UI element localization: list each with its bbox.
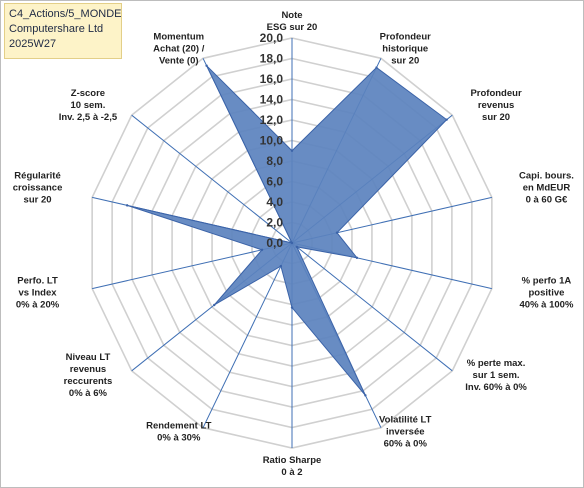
axis-label: Z-score 10 sem. Inv. 2,5 à -2,5 <box>59 88 118 123</box>
tick-label: 18,0 <box>260 52 284 66</box>
data-point <box>279 264 283 268</box>
data-point <box>295 245 299 249</box>
data-point <box>290 241 294 245</box>
data-point <box>375 66 378 69</box>
axis-label: Rendement LT 0% à 30% <box>146 421 211 444</box>
data-point <box>355 256 359 260</box>
data-point <box>205 64 208 67</box>
data-point <box>290 306 294 309</box>
radar-spoke <box>202 242 293 428</box>
axis-label: Profondeur historique sur 20 <box>380 31 431 66</box>
radar-spoke <box>131 114 293 244</box>
series-area <box>126 65 448 396</box>
tick-label: 10,0 <box>260 134 284 148</box>
tick-label: 6,0 <box>266 175 283 189</box>
axis-label: Momentum Achat (20) / Vente (0) <box>153 31 205 66</box>
axis-label: Capi. bours. en MdEUR 0 à 60 G€ <box>519 170 574 205</box>
tick-label: 20,0 <box>260 31 284 45</box>
tick-label: 12,0 <box>260 113 284 127</box>
axis-label: Note ESG sur 20 <box>267 10 318 33</box>
tick-label: 14,0 <box>260 93 284 107</box>
info-line-week: 2025W27 <box>9 38 57 50</box>
axis-label: Volatilité LT inversée 60% à 0% <box>379 415 432 450</box>
tick-label: 2,0 <box>266 216 283 230</box>
axis-label: Ratio Sharpe 0 à 2 <box>263 455 322 478</box>
data-point <box>125 204 129 207</box>
tick-label: 4,0 <box>266 195 283 209</box>
info-line-category: C4_Actions/5_MONDE <box>9 8 122 20</box>
radar-spoke <box>291 242 453 372</box>
axis-label: Régularité croissance sur 20 <box>13 170 63 205</box>
radar-series <box>125 64 448 397</box>
data-point <box>290 149 294 152</box>
radar-spoke <box>92 242 293 290</box>
info-line-company: Computershare Ltd <box>9 23 104 35</box>
axis-label: Niveau LT revenus reccurents 0% à 6% <box>64 352 113 399</box>
tick-label: 8,0 <box>266 154 283 168</box>
axis-labels: Note ESG sur 20 Profondeur historique sur 20… <box>13 10 574 478</box>
axis-label: % perte max. sur 1 sem. Inv. 60% à 0% <box>465 358 527 393</box>
axis-label: % perfo 1A positive 40% à 100% <box>520 276 574 311</box>
data-point <box>364 394 367 397</box>
radial-tick-labels: 0,0 2,0 4,0 6,0 8,0 10,0 12,0 14,0 16,0 18,0 20,0 <box>260 31 284 250</box>
axis-label: Perfo. LT vs Index 0% à 20% <box>16 276 60 311</box>
data-point <box>260 248 264 252</box>
data-point <box>335 231 339 234</box>
info-box: C4_Actions/5_MONDE Computershare Ltd 202… <box>4 3 122 59</box>
tick-label: 0,0 <box>266 236 283 250</box>
data-point <box>213 303 216 307</box>
data-point <box>445 118 448 121</box>
tick-label: 16,0 <box>260 72 284 86</box>
axis-label: Profondeur revenus sur 20 <box>470 88 521 123</box>
